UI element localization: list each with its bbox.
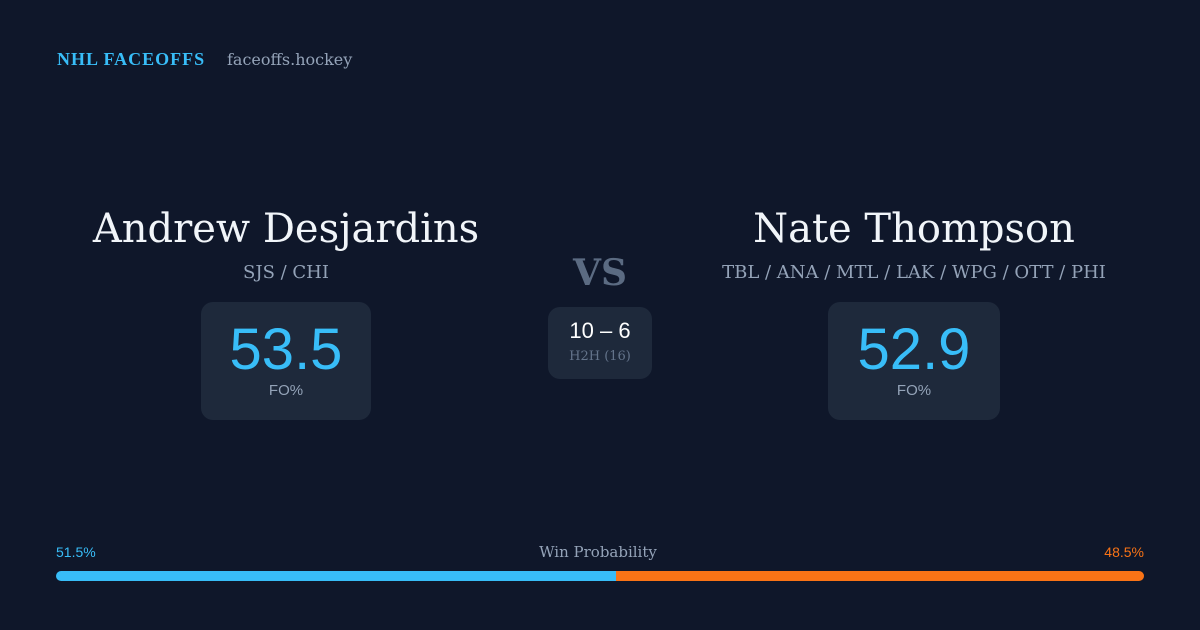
win-prob-bar — [56, 571, 1144, 581]
fo-percentage: 53.5 — [229, 317, 343, 382]
h2h-card — [548, 307, 652, 379]
vs-label: VS — [573, 252, 627, 294]
player-name: Nate Thompson — [753, 206, 1075, 252]
player-teams: SJS / CHI — [243, 262, 329, 283]
brand: NHL FACEOFFS — [57, 49, 206, 69]
fo-label: FO% — [268, 382, 304, 399]
player-name: Andrew Desjardins — [92, 206, 480, 252]
stat-card — [201, 302, 371, 420]
bar-segment — [616, 571, 1144, 581]
player-teams: TBL / ANA / MTL / LAK / WPG / OTT / PHI — [722, 262, 1106, 283]
win-prob-right: 48.5% — [1104, 544, 1144, 560]
stat-card — [828, 302, 1000, 420]
site-url: faceoffs.hockey — [227, 50, 353, 69]
fo-label: FO% — [896, 382, 932, 399]
bar-segment — [56, 571, 617, 581]
h2h-count: H2H (16) — [569, 349, 631, 364]
win-prob-left: 51.5% — [56, 544, 96, 560]
win-prob-title: Win Probability — [539, 543, 657, 561]
h2h-record: 10 – 6 — [569, 318, 631, 343]
fo-percentage: 52.9 — [857, 317, 971, 382]
